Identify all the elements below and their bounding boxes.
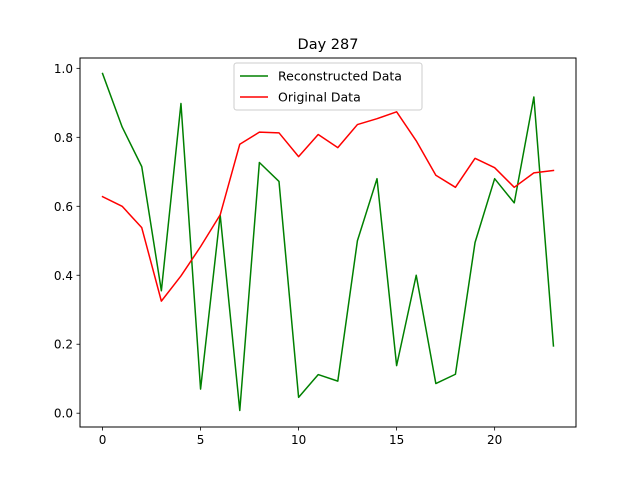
legend: Reconstructed Data Original Data	[233, 62, 423, 111]
axes-layer: 0 5 10 15 20 0.0 0.2 0.4 0.6 0.8 1.0	[54, 62, 502, 447]
legend-entry-original-data: Original Data	[240, 90, 361, 105]
y-tick-label: 0.8	[54, 131, 73, 145]
legend-frame	[233, 62, 423, 111]
legend-label: Original Data	[278, 90, 361, 105]
legend-label: Reconstructed Data	[278, 69, 402, 84]
series-original-data	[101, 111, 555, 302]
y-tick-label: 1.0	[54, 62, 73, 76]
y-tick-label: 0.2	[54, 338, 73, 352]
series-line-reconstructed-data	[101, 72, 555, 412]
x-tick-label: 5	[197, 433, 205, 447]
series-layer	[101, 72, 555, 412]
y-tick-label: 0.6	[54, 200, 73, 214]
x-tick-label: 20	[487, 433, 502, 447]
series-line-original-data	[101, 111, 555, 302]
plot-frame	[79, 57, 577, 428]
y-tick-label: 0.0	[54, 407, 73, 421]
chart-title: Day 287	[298, 37, 359, 53]
x-tick-label: 0	[99, 433, 107, 447]
x-tick-label: 10	[291, 433, 306, 447]
legend-entry-reconstructed-data: Reconstructed Data	[240, 69, 402, 84]
plot-area	[80, 58, 576, 427]
y-tick-label: 0.4	[54, 269, 73, 283]
x-tick-label: 15	[389, 433, 404, 447]
series-reconstructed-data	[101, 72, 555, 412]
